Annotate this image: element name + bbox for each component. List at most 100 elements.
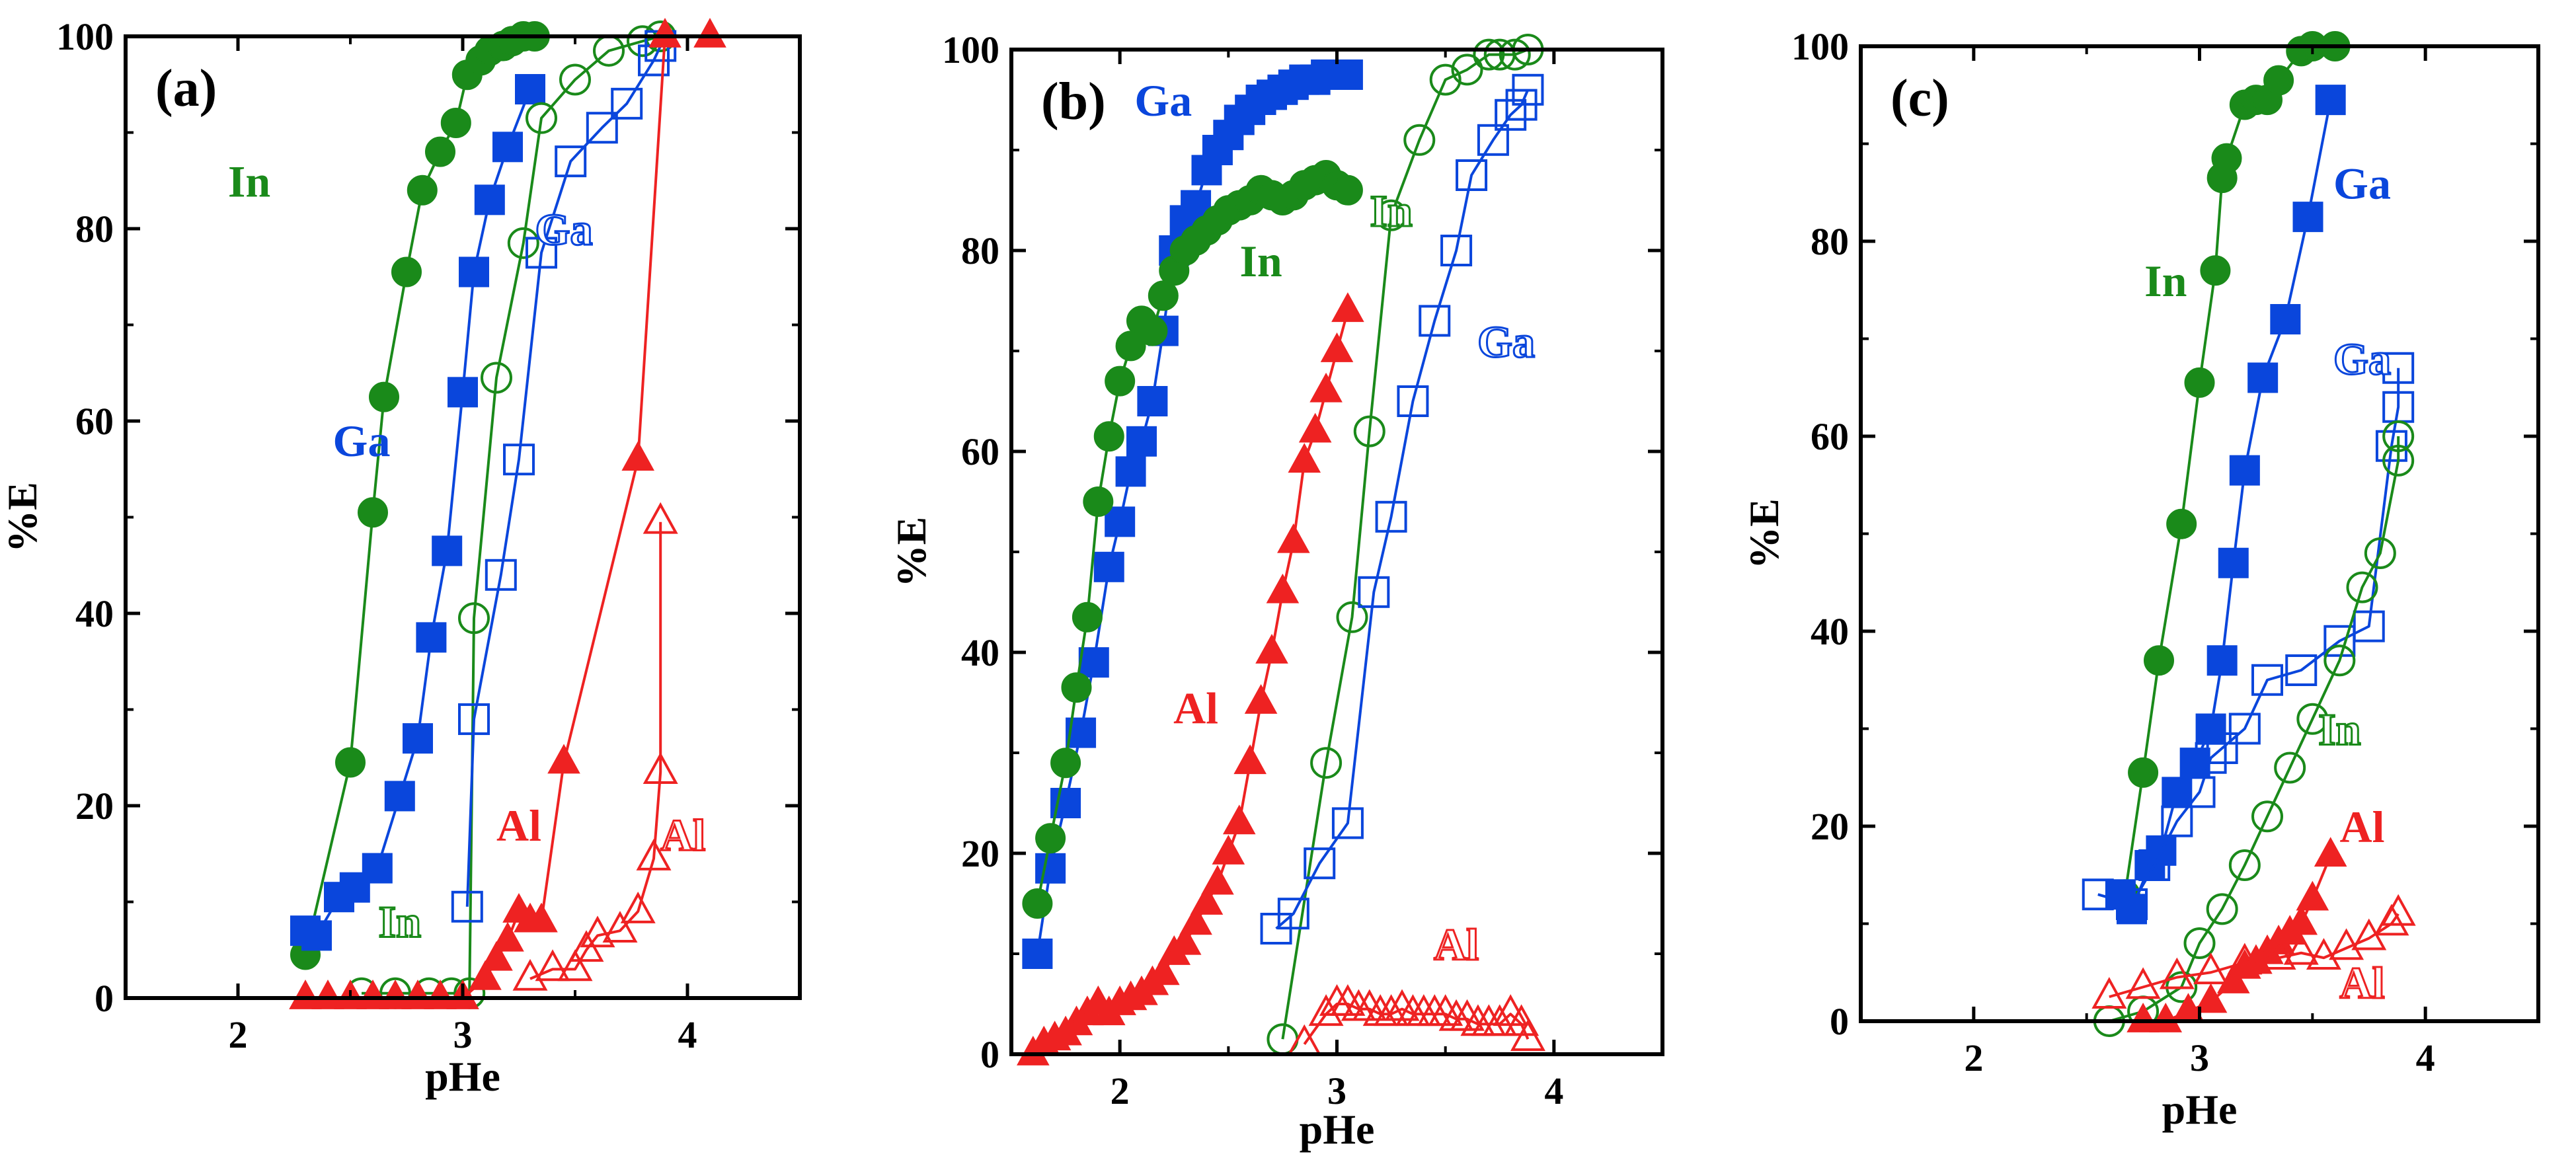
data-point-al-filled	[1244, 684, 1278, 714]
data-point-al-filled	[1222, 804, 1256, 835]
data-point-ga-filled	[1115, 456, 1146, 487]
panel-label: (b)	[1041, 73, 1106, 131]
data-point-al-open	[535, 949, 570, 982]
data-point-in-filled	[1083, 486, 1114, 517]
series-label-al-open: Al	[660, 810, 705, 861]
data-point-ga-filled	[1078, 647, 1109, 678]
data-point-al-open	[2329, 928, 2364, 960]
x-tick-label: 2	[229, 1013, 248, 1056]
data-point-in-open	[2228, 849, 2261, 881]
data-point-in-open	[2382, 420, 2415, 452]
y-tick-label: 100	[942, 28, 999, 71]
x-tick-label: 4	[2416, 1036, 2435, 1079]
data-point-al-open	[2159, 957, 2195, 989]
data-point-in-open	[1473, 38, 1505, 71]
y-tick-label: 20	[961, 832, 999, 875]
data-point-ga-filled	[432, 535, 463, 566]
data-point-al-filled	[1331, 292, 1364, 323]
data-point-in-open	[2251, 800, 2283, 833]
series-al-open	[1286, 984, 1545, 1056]
data-point-ga-open	[1331, 807, 1364, 839]
y-tick-label: 40	[961, 631, 999, 674]
data-point-al-open	[620, 891, 656, 923]
data-point-al-filled	[1179, 905, 1212, 935]
y-tick-label: 100	[1791, 25, 1849, 68]
data-point-in-filled	[2166, 508, 2197, 539]
series-al-filled	[1017, 292, 1364, 1065]
data-point-ga-filled	[1137, 386, 1168, 416]
data-point-ga-filled	[2229, 455, 2260, 486]
data-point-ga-open	[2251, 664, 2283, 696]
data-point-ga-filled	[2247, 362, 2279, 393]
data-point-al-open	[602, 911, 638, 943]
data-point-in-open	[559, 63, 591, 96]
series-label-in-filled: In	[2144, 256, 2187, 306]
data-point-al-filled	[2149, 1003, 2183, 1032]
series-ga-filled	[2105, 85, 2346, 925]
data-point-al-open	[2380, 894, 2416, 926]
series-in-open	[2093, 420, 2415, 1037]
data-point-in-open	[458, 602, 490, 635]
data-point-in-filled	[1072, 601, 1103, 633]
data-point-ga-open	[611, 87, 643, 120]
y-axis-title: %E	[888, 517, 935, 588]
data-point-al-filled	[491, 921, 524, 952]
data-point-in-open	[2274, 752, 2306, 784]
series-line-in-open	[362, 35, 661, 995]
y-tick-label: 60	[75, 400, 114, 443]
series-label-in-open: In	[1370, 186, 1412, 236]
series-ga-filled	[290, 74, 545, 951]
data-point-al-filled	[1147, 955, 1180, 985]
data-point-in-open	[1499, 38, 1531, 71]
data-point-al-open	[643, 502, 678, 534]
x-tick-label: 2	[1111, 1069, 1130, 1112]
y-tick-label: 20	[75, 785, 114, 828]
series-al-open	[2091, 894, 2416, 1009]
y-tick-label: 80	[961, 229, 999, 272]
series-in-open	[1267, 34, 1544, 1056]
data-point-ga-filled	[474, 184, 505, 215]
data-point-ga-filled	[2162, 777, 2193, 808]
panel-c: 0 20 40 60 80 100 2 3 4 pHe %E (c) In Ga Ga In Al Al	[1740, 25, 2540, 1133]
data-point-ga-open	[1440, 235, 1473, 266]
y-tick-label: 80	[75, 208, 114, 251]
data-point-ga-open	[2161, 805, 2193, 837]
data-point-in-open	[2183, 927, 2216, 959]
data-point-in-open	[481, 362, 512, 394]
data-point-al-filled	[424, 980, 457, 1009]
data-point-in-open	[1429, 63, 1462, 96]
data-point-al-filled	[1309, 372, 1343, 403]
series-ga-open	[1260, 73, 1544, 945]
data-point-al-filled	[469, 960, 502, 990]
data-point-ga-filled	[1332, 59, 1363, 90]
data-point-in-filled	[391, 256, 422, 288]
data-point-al-open	[2193, 952, 2229, 985]
data-point-ga-open	[1397, 385, 1429, 417]
data-point-al-open	[2283, 933, 2319, 965]
plot-frame	[1859, 44, 2540, 1023]
data-point-al-open	[636, 838, 672, 870]
data-point-al-open	[1450, 999, 1485, 1031]
data-point-al-filled	[1288, 443, 1321, 473]
data-point-ga-filled	[515, 74, 545, 105]
data-point-al-open	[2306, 938, 2341, 970]
series-label-al-filled: Al	[496, 800, 541, 851]
data-point-ga-filled	[2206, 645, 2238, 676]
y-axis-title: %E	[1740, 498, 1787, 569]
data-point-al-filled	[311, 980, 344, 1009]
data-point-ga-open	[1277, 898, 1309, 930]
data-point-ga-filled	[1035, 853, 1066, 884]
data-point-in-filled	[369, 381, 399, 412]
series-label-ga-filled: Ga	[2333, 159, 2391, 209]
data-point-al-open	[2227, 943, 2263, 975]
data-point-in-open	[1403, 124, 1436, 156]
series-line-in-open	[2109, 436, 2400, 1023]
data-point-in-filled	[1035, 823, 1066, 854]
data-point-al-open	[557, 949, 593, 982]
x-axis-title: pHe	[1300, 1106, 1375, 1153]
data-point-ga-filled	[448, 377, 478, 408]
series-al-open	[512, 502, 678, 991]
data-point-ga-open	[2195, 742, 2227, 774]
data-point-al-filled	[1233, 744, 1267, 775]
data-point-ga-filled	[301, 920, 332, 951]
